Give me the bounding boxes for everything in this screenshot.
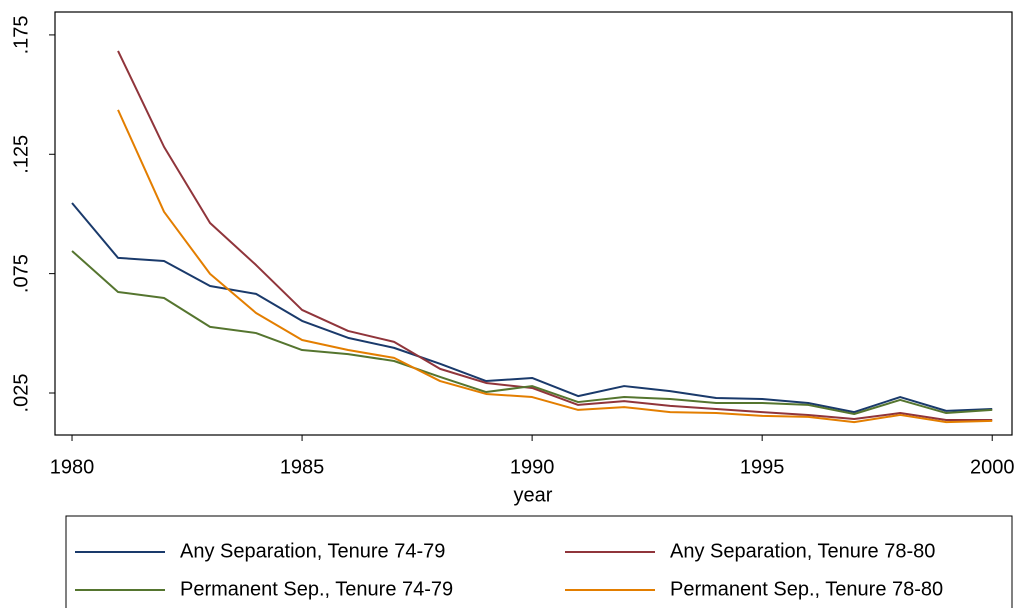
y-tick-label: .025 — [10, 374, 32, 413]
y-tick-label: .075 — [10, 254, 32, 293]
legend-label: Permanent Sep., Tenure 74-79 — [180, 578, 453, 600]
x-tick-label: 1980 — [50, 456, 95, 478]
legend-label: Permanent Sep., Tenure 78-80 — [670, 578, 943, 600]
x-tick-label: 2000 — [970, 456, 1015, 478]
series-line — [117, 109, 993, 424]
plot-frame — [54, 11, 1013, 436]
legend-label: Any Separation, Tenure 78-80 — [670, 540, 935, 562]
x-axis-label: year — [514, 484, 553, 506]
series-line — [71, 202, 993, 414]
series-line — [117, 50, 993, 421]
x-tick-label: 1995 — [740, 456, 785, 478]
series-line — [71, 250, 993, 415]
legend-box — [65, 515, 1013, 608]
x-tick-label: 1990 — [510, 456, 555, 478]
legend-label: Any Separation, Tenure 74-79 — [180, 540, 445, 562]
x-tick-label: 1985 — [280, 456, 325, 478]
y-tick-label: .175 — [10, 15, 32, 54]
y-tick-label: .125 — [10, 135, 32, 174]
